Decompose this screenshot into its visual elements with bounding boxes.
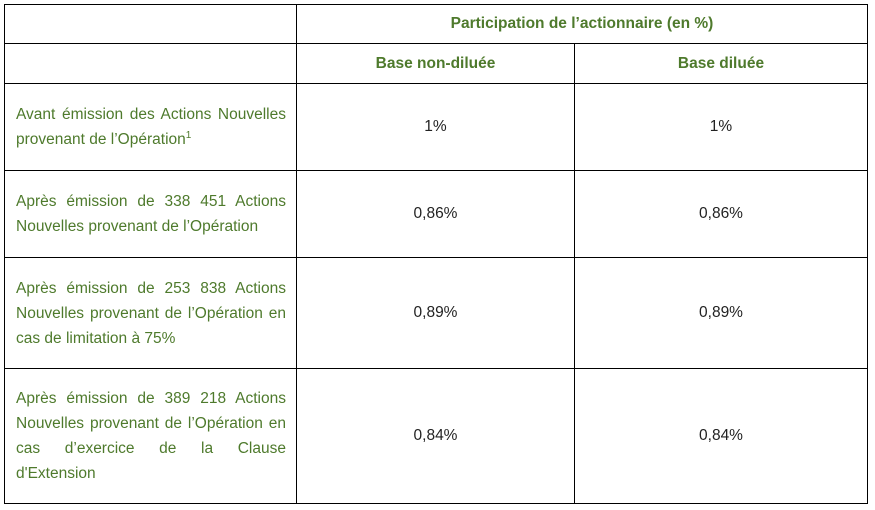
- row-label: Après émission de 389 218 Actions Nouvel…: [4, 368, 297, 504]
- row-label: Après émission de 253 838 Actions Nouvel…: [4, 257, 297, 369]
- table-row: Avant émission des Actions Nouvelles pro…: [4, 83, 868, 171]
- value-dilue: 0,86%: [574, 170, 868, 258]
- shareholding-table: Participation de l’actionnaire (en %) Ba…: [4, 4, 868, 504]
- value-non-dilue: 0,86%: [296, 170, 575, 258]
- row-label: Avant émission des Actions Nouvelles pro…: [4, 83, 297, 171]
- column-header-non-dilue: Base non-diluée: [296, 43, 575, 84]
- footnote-marker: 1: [185, 129, 192, 141]
- value-non-dilue: 0,84%: [296, 368, 575, 504]
- row-label: Après émission de 338 451 Actions Nouvel…: [4, 170, 297, 258]
- table-row: Après émission de 253 838 Actions Nouvel…: [4, 257, 868, 369]
- table-row: Après émission de 338 451 Actions Nouvel…: [4, 170, 868, 258]
- header-title: Participation de l’actionnaire (en %): [296, 4, 868, 44]
- empty-corner-cell: [4, 4, 297, 44]
- value-dilue: 0,89%: [574, 257, 868, 369]
- column-header-dilue: Base diluée: [574, 43, 868, 84]
- value-dilue: 0,84%: [574, 368, 868, 504]
- value-non-dilue: 1%: [296, 83, 575, 171]
- row-label-text: Avant émission des Actions Nouvelles pro…: [16, 106, 286, 148]
- table-row: Après émission de 389 218 Actions Nouvel…: [4, 368, 868, 504]
- value-dilue: 1%: [574, 83, 868, 171]
- value-non-dilue: 0,89%: [296, 257, 575, 369]
- header-row-title: Participation de l’actionnaire (en %): [4, 4, 868, 44]
- header-row-columns: Base non-diluée Base diluée: [4, 43, 868, 84]
- empty-corner-cell-2: [4, 43, 297, 84]
